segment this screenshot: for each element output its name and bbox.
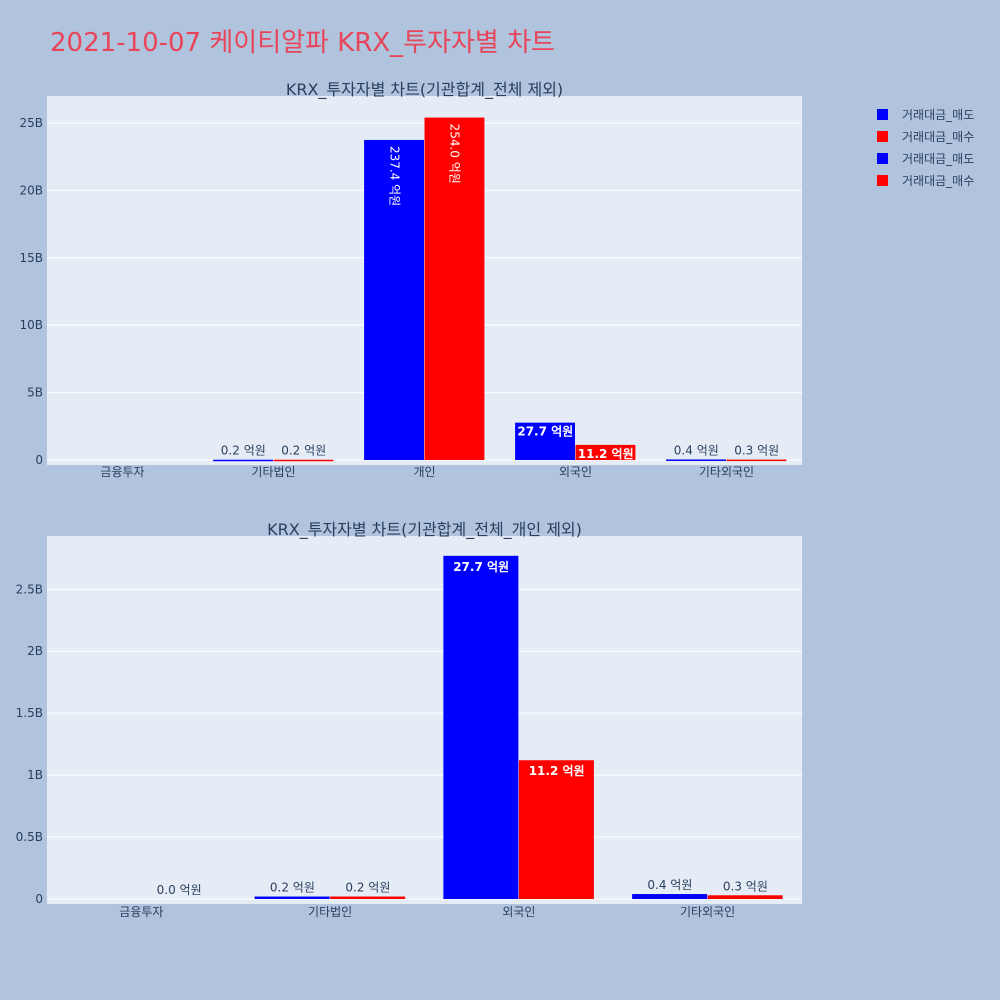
legend-item[interactable]: 거래대금_매도 [877, 108, 974, 122]
x-tick-label: 기타외국인 [680, 905, 735, 919]
chart-bottom: 0 0.5B 1B 1.5B 2B 2.5B KRX_투자자별 차트(기관합계_전체_개인 … [16, 520, 802, 919]
legend-item[interactable]: 거래대금_매도 [877, 152, 974, 166]
bar-label: 27.7 억원 [453, 560, 509, 574]
x-tick-label: 개인 [413, 465, 435, 479]
bar-label: 0.4 억원 [647, 878, 692, 892]
bar[interactable] [364, 139, 424, 460]
x-tick-label: 기타법인 [308, 905, 352, 919]
x-tick-label: 금융투자 [100, 465, 144, 479]
x-tick-label: 기타법인 [251, 465, 295, 479]
y-tick-label: 0.5B [16, 830, 43, 844]
bar[interactable] [632, 894, 708, 899]
page-title: 2021-10-07 케이티알파 KRX_투자자별 차트 [50, 28, 555, 58]
bar[interactable] [273, 459, 334, 462]
legend-item[interactable]: 거래대금_매수 [877, 130, 974, 144]
bar-label: 0.4 억원 [674, 443, 719, 457]
y-tick-label: 0 [35, 453, 43, 467]
bar[interactable] [575, 444, 636, 460]
x-tick-label: 외국인 [502, 905, 535, 919]
bar[interactable] [213, 459, 273, 462]
x-tick-label: 기타외국인 [699, 465, 754, 479]
legend-label: 거래대금_매도 [902, 108, 974, 122]
bar[interactable] [443, 555, 519, 899]
bar[interactable] [515, 422, 575, 460]
bar[interactable] [726, 459, 787, 462]
legend-swatch [877, 131, 888, 142]
legend-label: 거래대금_매수 [902, 174, 974, 188]
plot-background [47, 536, 802, 904]
legend-swatch [877, 153, 888, 164]
bar-label: 237.4 억원 [387, 146, 401, 206]
bar-label: 0.0 억원 [157, 883, 202, 897]
y-tick-label: 0 [35, 892, 43, 906]
y-tick-label: 5B [27, 386, 43, 400]
bar-label: 0.2 억원 [345, 881, 390, 895]
bar-label: 0.2 억원 [270, 881, 315, 895]
bar-label: 11.2 억원 [578, 447, 634, 461]
bar-label: 0.2 억원 [221, 444, 266, 458]
y-tick-label: 2B [27, 644, 43, 658]
bar[interactable] [254, 896, 330, 899]
bar[interactable] [330, 896, 406, 899]
y-tick-label: 1B [27, 768, 43, 782]
y-tick-label: 10B [19, 318, 43, 332]
bar-label: 254.0 억원 [448, 124, 462, 184]
x-tick-label: 외국인 [559, 465, 592, 479]
legend-label: 거래대금_매도 [902, 152, 974, 166]
chart-top: 0 5B 10B 15B 20B 25B KRX_투자자별 차트(기관합계_전체 제외) 금융… [19, 80, 802, 479]
chart-title: KRX_투자자별 차트(기관합계_전체_개인 제외) [267, 520, 582, 540]
bar-label: 0.3 억원 [734, 444, 779, 458]
bar-label: 11.2 억원 [529, 764, 585, 778]
bar[interactable] [666, 459, 726, 461]
bar[interactable] [707, 895, 783, 899]
legend-item[interactable]: 거래대금_매수 [877, 174, 974, 188]
chart-title: KRX_투자자별 차트(기관합계_전체 제외) [286, 80, 563, 100]
y-tick-label: 25B [19, 116, 43, 130]
bar-label: 0.3 억원 [723, 879, 768, 893]
legend-label: 거래대금_매수 [902, 130, 974, 144]
legend-swatch [877, 175, 888, 186]
x-tick-label: 금융투자 [119, 905, 163, 919]
y-tick-label: 20B [19, 183, 43, 197]
bar[interactable] [424, 117, 485, 460]
bar-label: 0.2 억원 [281, 444, 326, 458]
y-tick-label: 15B [19, 251, 43, 265]
y-tick-label: 2.5B [16, 582, 43, 596]
bar-label: 27.7 억원 [517, 425, 573, 439]
y-tick-label: 1.5B [16, 706, 43, 720]
bar[interactable] [518, 760, 594, 899]
legend-swatch [877, 109, 888, 120]
